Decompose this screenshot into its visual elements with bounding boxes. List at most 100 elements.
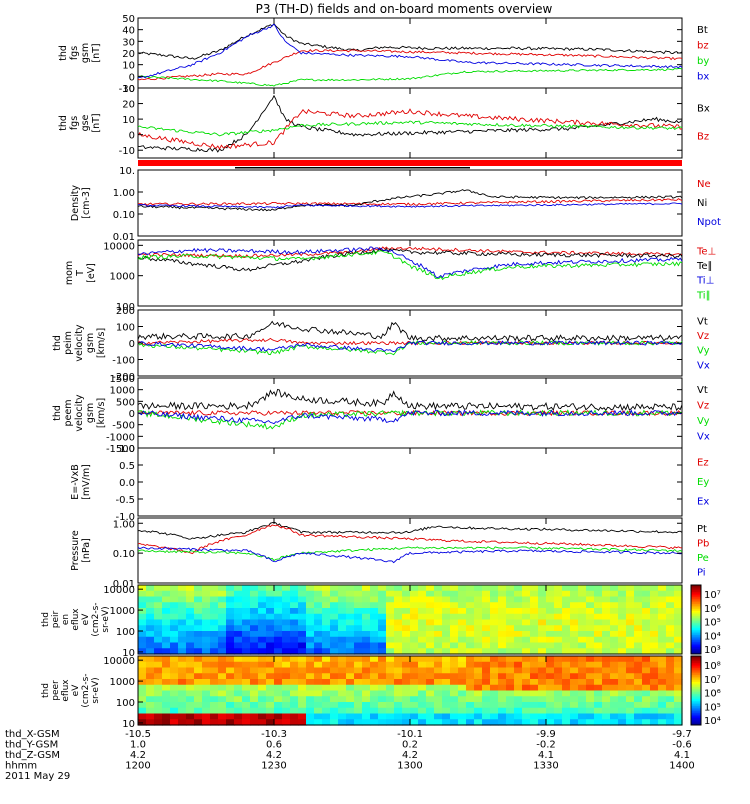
spec-cell-peer-eflux-9-9 bbox=[210, 707, 219, 715]
spec-cell-peer-eflux-55-5 bbox=[578, 684, 587, 692]
spec-cell-peir-eflux-2-3 bbox=[154, 602, 163, 609]
spec-cell-peer-eflux-3-10 bbox=[162, 713, 171, 720]
spec-cell-peer-eflux-28-6 bbox=[362, 690, 371, 697]
spec-cell-peir-eflux-10-7 bbox=[218, 625, 227, 632]
spec-cell-peir-eflux-34-9 bbox=[410, 636, 419, 644]
spec-cell-peer-eflux-38-4 bbox=[442, 679, 451, 686]
spec-cell-peer-eflux-44-5 bbox=[490, 684, 499, 692]
spec-cell-peir-eflux-47-7 bbox=[514, 625, 523, 632]
spec-cell-peer-eflux-48-5 bbox=[522, 684, 531, 692]
spec-cell-peir-eflux-63-9 bbox=[642, 636, 651, 644]
spec-cell-peer-eflux-4-7 bbox=[170, 696, 179, 703]
spec-cell-peir-eflux-8-0 bbox=[202, 585, 211, 592]
spec-cell-peer-eflux-47-3 bbox=[514, 673, 523, 680]
spec-cell-peir-eflux-29-8 bbox=[370, 631, 379, 638]
spec-cell-peir-eflux-16-9 bbox=[266, 636, 275, 644]
ytick-label-fgs-gsm-4: 10 bbox=[122, 61, 135, 72]
ytick-label-fgs-gse-0: 30 bbox=[122, 84, 135, 95]
spec-cell-peir-eflux-38-11 bbox=[442, 648, 451, 655]
spec-cell-peer-eflux-63-8 bbox=[642, 702, 651, 709]
spec-cell-peir-eflux-46-9 bbox=[506, 636, 515, 644]
spec-cell-peer-eflux-9-3 bbox=[210, 673, 219, 680]
spec-cell-peir-eflux-38-8 bbox=[442, 631, 451, 638]
spec-cell-peer-eflux-64-1 bbox=[650, 661, 659, 669]
spec-cell-peir-eflux-59-6 bbox=[610, 619, 619, 626]
spec-cell-peer-eflux-20-7 bbox=[298, 696, 307, 703]
date-label: 2011 May 29 bbox=[5, 771, 70, 782]
spec-cell-peir-eflux-48-11 bbox=[522, 648, 531, 655]
ytick-label-efield-2: 0.0 bbox=[119, 478, 135, 489]
spec-cell-peer-eflux-54-7 bbox=[570, 696, 579, 703]
spec-ytick-label-peir-eflux-1: 1000 bbox=[110, 606, 135, 617]
spec-cell-peir-eflux-29-0 bbox=[370, 585, 379, 592]
spec-cell-peer-eflux-16-10 bbox=[266, 713, 275, 720]
spec-cell-peer-eflux-56-10 bbox=[586, 713, 595, 720]
spec-cell-peir-eflux-6-5 bbox=[186, 613, 195, 621]
spec-cell-peer-eflux-6-1 bbox=[186, 661, 195, 669]
spec-cell-peir-eflux-33-9 bbox=[402, 636, 411, 644]
spec-cell-peer-eflux-59-4 bbox=[610, 679, 619, 686]
ytick-label-pressure-0: 1.00 bbox=[113, 519, 135, 530]
spec-cell-peer-eflux-5-8 bbox=[178, 702, 187, 709]
spec-cell-peer-eflux-30-6 bbox=[378, 690, 387, 697]
spec-cell-peir-eflux-48-9 bbox=[522, 636, 531, 644]
spec-cell-peer-eflux-19-4 bbox=[290, 679, 299, 686]
spec-ylabel-peer-eflux-5: sr-eV) bbox=[91, 677, 101, 703]
spec-cell-peer-eflux-58-11 bbox=[602, 719, 611, 726]
spec-cell-peir-eflux-55-7 bbox=[578, 625, 587, 632]
spec-cell-peer-eflux-48-1 bbox=[522, 661, 531, 669]
spec-ytick-label-peer-eflux-2: 100 bbox=[116, 698, 135, 709]
spec-cell-peir-eflux-40-5 bbox=[458, 613, 467, 621]
spec-cell-peir-eflux-28-5 bbox=[362, 613, 371, 621]
spec-cell-peir-eflux-15-1 bbox=[258, 590, 267, 598]
colorbar-seg-peir-eflux-26 bbox=[691, 629, 701, 633]
spec-cell-peir-eflux-6-10 bbox=[186, 642, 195, 649]
spec-cell-peer-eflux-3-9 bbox=[162, 707, 171, 715]
legend-fgs-gsm-3: bx bbox=[697, 72, 709, 83]
spec-cell-peer-eflux-61-8 bbox=[626, 702, 635, 709]
spec-cell-peir-eflux-51-6 bbox=[546, 619, 555, 626]
spec-cell-peer-eflux-59-5 bbox=[610, 684, 619, 692]
spec-cell-peir-eflux-17-8 bbox=[274, 631, 283, 638]
spec-cell-peer-eflux-2-11 bbox=[154, 719, 163, 726]
spec-cell-peir-eflux-41-1 bbox=[466, 590, 475, 598]
spec-cell-peir-eflux-52-5 bbox=[554, 613, 563, 621]
spec-cell-peer-eflux-60-5 bbox=[618, 684, 627, 692]
spec-cell-peer-eflux-13-0 bbox=[242, 656, 251, 663]
spec-cell-peer-eflux-66-9 bbox=[666, 707, 675, 715]
spec-cell-peir-eflux-39-5 bbox=[450, 613, 459, 621]
spec-cell-peir-eflux-24-9 bbox=[330, 636, 339, 644]
ytick-label-fgs-gse-4: -10 bbox=[119, 146, 135, 157]
spec-cell-peir-eflux-65-3 bbox=[658, 602, 667, 609]
spec-cell-peer-eflux-30-2 bbox=[378, 667, 387, 674]
spec-cell-peir-eflux-43-5 bbox=[482, 613, 491, 621]
spec-cell-peir-eflux-64-5 bbox=[650, 613, 659, 621]
spec-cell-peer-eflux-39-2 bbox=[450, 667, 459, 674]
spec-cell-peer-eflux-49-8 bbox=[530, 702, 539, 709]
spec-cell-peir-eflux-26-1 bbox=[346, 590, 355, 598]
spec-cell-peer-eflux-59-2 bbox=[610, 667, 619, 674]
spec-cell-peir-eflux-44-9 bbox=[490, 636, 499, 644]
colorbar-seg-peir-eflux-32 bbox=[691, 640, 701, 643]
spec-cell-peer-eflux-46-3 bbox=[506, 673, 515, 680]
spec-cell-peer-eflux-45-2 bbox=[498, 667, 507, 674]
spec-cell-peir-eflux-7-1 bbox=[194, 590, 203, 598]
spec-cell-peir-eflux-66-6 bbox=[666, 619, 675, 626]
spec-cell-peer-eflux-47-6 bbox=[514, 690, 523, 697]
spec-cell-peer-eflux-11-2 bbox=[226, 667, 235, 674]
spec-cell-peer-eflux-23-6 bbox=[322, 690, 331, 697]
spec-cell-peir-eflux-25-8 bbox=[338, 631, 347, 638]
spec-cell-peer-eflux-47-2 bbox=[514, 667, 523, 674]
spec-cell-peir-eflux-21-10 bbox=[306, 642, 315, 649]
ytick-label-fgs-gsm-1: 40 bbox=[122, 26, 135, 37]
spec-cell-peer-eflux-50-1 bbox=[538, 661, 547, 669]
spec-cell-peir-eflux-31-5 bbox=[386, 613, 395, 621]
spec-cell-peir-eflux-50-6 bbox=[538, 619, 547, 626]
spec-cell-peer-eflux-37-1 bbox=[434, 661, 443, 669]
spec-cell-peir-eflux-33-11 bbox=[402, 648, 411, 655]
spec-cell-peer-eflux-7-6 bbox=[194, 690, 203, 697]
spec-cell-peer-eflux-21-0 bbox=[306, 656, 315, 663]
xaxis-value-1-2: 0.2 bbox=[402, 740, 418, 751]
spec-cell-peer-eflux-43-11 bbox=[482, 719, 491, 726]
spec-cell-peer-eflux-65-1 bbox=[658, 661, 667, 669]
